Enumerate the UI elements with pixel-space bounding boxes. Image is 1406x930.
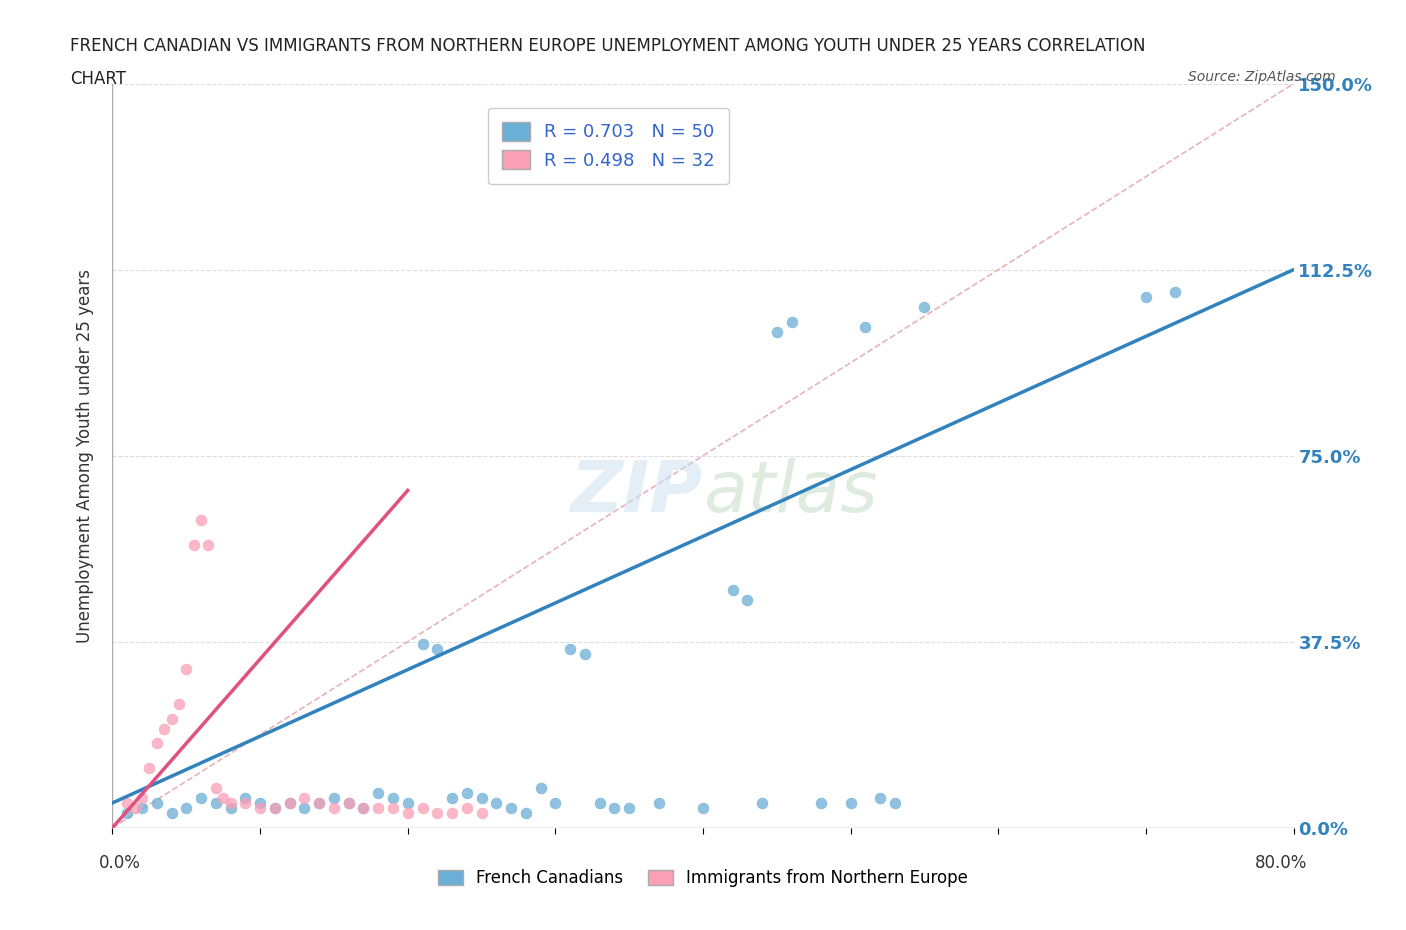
Point [205,795,228,810]
Point [1135,289,1157,304]
Point [884,795,907,810]
Point [219,801,242,816]
Point [323,790,346,805]
Point [337,795,360,810]
Point [780,314,803,329]
Text: 0.0%: 0.0% [98,854,141,872]
Point [352,801,374,816]
Point [647,795,671,810]
Point [501,801,523,816]
Point [914,299,936,314]
Point [1164,285,1187,299]
Point [249,795,271,810]
Point [412,637,434,652]
Point [337,795,360,810]
Point [737,592,759,607]
Point [412,801,434,816]
Point [470,790,494,805]
Point [249,801,271,816]
Point [588,795,610,810]
Text: 80.0%: 80.0% [1256,854,1308,872]
Legend: French Canadians, Immigrants from Northern Europe: French Canadians, Immigrants from Northe… [432,862,974,894]
Point [138,761,160,776]
Point [264,801,287,816]
Point [167,697,190,711]
Point [766,325,789,339]
Point [292,790,315,805]
Point [190,790,212,805]
Point [456,786,478,801]
Point [174,801,197,816]
Point [117,805,138,820]
Point [308,795,330,810]
Point [278,795,301,810]
Legend: R = 0.703   N = 50, R = 0.498   N = 32: R = 0.703 N = 50, R = 0.498 N = 32 [488,108,730,184]
Point [529,780,551,795]
Point [470,805,494,820]
Point [183,538,205,552]
Point [603,801,626,816]
Point [367,786,389,801]
Point [382,790,405,805]
Point [560,642,582,657]
Point [146,795,169,810]
Point [160,805,183,820]
Point [308,795,330,810]
Point [619,801,641,816]
Point [810,795,832,810]
Point [174,661,197,676]
Point [233,795,256,810]
Point [574,646,596,661]
Point [426,642,449,657]
Point [396,795,419,810]
Point [264,801,287,816]
Text: CHART: CHART [70,70,127,87]
Point [160,711,183,726]
Point [515,805,537,820]
Point [219,795,242,810]
Point [278,795,301,810]
Point [441,805,464,820]
Point [441,790,464,805]
Y-axis label: Unemployment Among Youth under 25 years: Unemployment Among Youth under 25 years [76,269,94,643]
Point [544,795,567,810]
Point [117,795,138,810]
Point [190,512,212,527]
Point [367,801,389,816]
Point [153,721,176,736]
Point [751,795,773,810]
Point [146,736,169,751]
Text: atlas: atlas [703,458,877,527]
Point [292,801,315,816]
Point [323,801,346,816]
Text: Source: ZipAtlas.com: Source: ZipAtlas.com [1188,70,1336,84]
Point [721,582,744,597]
Point [485,795,508,810]
Point [396,805,419,820]
Point [426,805,449,820]
Point [212,790,235,805]
Text: ZIP: ZIP [571,458,703,527]
Point [352,801,374,816]
Point [205,780,228,795]
Point [197,538,219,552]
Point [124,801,146,816]
Point [692,801,714,816]
Point [233,790,256,805]
Point [855,319,877,334]
Point [131,790,153,805]
Point [869,790,891,805]
Point [456,801,478,816]
Point [382,801,405,816]
Point [839,795,862,810]
Text: FRENCH CANADIAN VS IMMIGRANTS FROM NORTHERN EUROPE UNEMPLOYMENT AMONG YOUTH UNDE: FRENCH CANADIAN VS IMMIGRANTS FROM NORTH… [70,37,1146,55]
Point [131,801,153,816]
